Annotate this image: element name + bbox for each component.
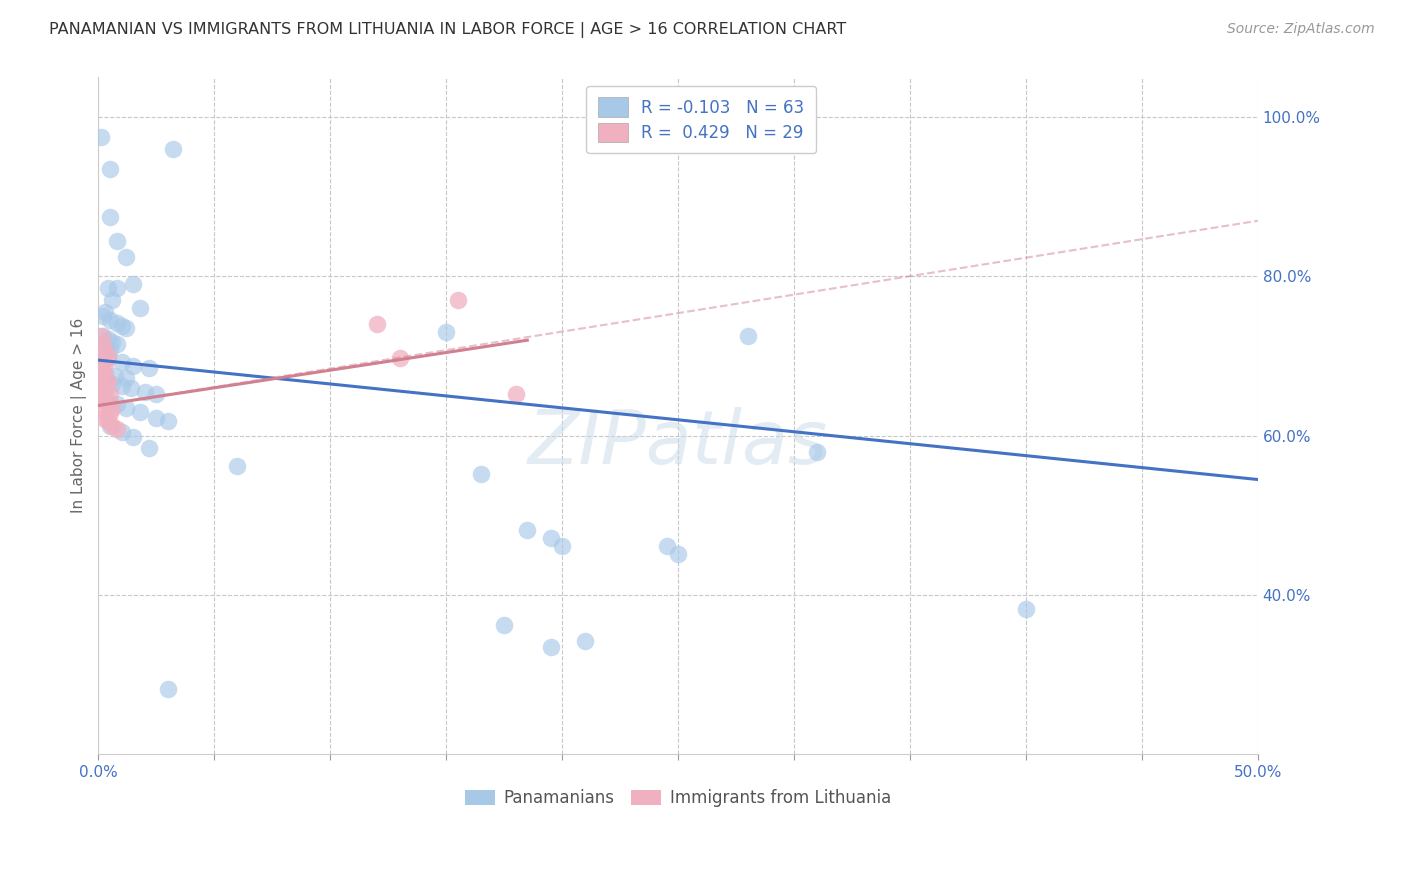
Point	[98, 343, 121, 357]
Point	[97, 349, 120, 363]
Point	[98, 313, 121, 327]
Text: ZIPatlas: ZIPatlas	[529, 407, 828, 479]
Point	[470, 467, 492, 481]
Y-axis label: In Labor Force | Age > 16: In Labor Force | Age > 16	[72, 318, 87, 514]
Point	[505, 387, 527, 401]
Point	[115, 401, 138, 415]
Point	[91, 392, 114, 407]
Point	[94, 305, 117, 319]
Point	[105, 397, 128, 411]
Point	[98, 395, 121, 409]
Point	[666, 547, 689, 561]
Point	[90, 353, 112, 368]
Point	[105, 422, 128, 436]
Point	[97, 281, 120, 295]
Point	[105, 316, 128, 330]
Point	[94, 345, 117, 359]
Point	[162, 142, 184, 156]
Legend: Panamanians, Immigrants from Lithuania: Panamanians, Immigrants from Lithuania	[458, 782, 897, 814]
Point	[447, 293, 470, 308]
Point	[574, 634, 596, 648]
Point	[105, 234, 128, 248]
Point	[737, 329, 759, 343]
Point	[91, 337, 114, 351]
Point	[145, 411, 167, 425]
Point	[98, 387, 121, 401]
Point	[122, 359, 145, 373]
Point	[540, 531, 562, 545]
Point	[90, 130, 112, 145]
Point	[115, 250, 138, 264]
Point	[101, 401, 124, 415]
Point	[105, 281, 128, 295]
Text: Source: ZipAtlas.com: Source: ZipAtlas.com	[1227, 22, 1375, 37]
Point	[226, 458, 249, 473]
Point	[101, 334, 124, 349]
Point	[110, 379, 132, 393]
Point	[91, 381, 114, 395]
Point	[110, 318, 132, 333]
Point	[94, 405, 117, 419]
Point	[91, 367, 114, 381]
Point	[110, 355, 132, 369]
Point	[138, 441, 160, 455]
Point	[94, 371, 117, 385]
Point	[145, 387, 167, 401]
Point	[516, 523, 538, 537]
Point	[97, 332, 120, 346]
Point	[97, 414, 120, 428]
Point	[91, 392, 114, 407]
Text: PANAMANIAN VS IMMIGRANTS FROM LITHUANIA IN LABOR FORCE | AGE > 16 CORRELATION CH: PANAMANIAN VS IMMIGRANTS FROM LITHUANIA …	[49, 22, 846, 38]
Point	[494, 618, 516, 632]
Point	[101, 376, 124, 391]
Point	[90, 391, 112, 405]
Point	[98, 406, 121, 420]
Point	[91, 329, 114, 343]
Point	[98, 210, 121, 224]
Point	[90, 365, 112, 379]
Point	[655, 539, 678, 553]
Point	[156, 681, 179, 696]
Point	[97, 397, 120, 411]
Point	[94, 341, 117, 355]
Point	[91, 355, 114, 369]
Point	[90, 329, 112, 343]
Point	[156, 414, 179, 428]
Point	[129, 301, 152, 316]
Point	[91, 310, 114, 324]
Point	[434, 325, 457, 339]
Point	[388, 351, 411, 365]
Point	[103, 369, 125, 384]
Point	[120, 381, 142, 395]
Point	[134, 384, 156, 399]
Point	[94, 384, 117, 399]
Point	[129, 405, 152, 419]
Point	[540, 640, 562, 654]
Point	[122, 277, 145, 292]
Point	[806, 444, 828, 458]
Point	[110, 425, 132, 439]
Point	[97, 375, 120, 389]
Point	[1015, 602, 1038, 616]
Point	[115, 321, 138, 335]
Point	[551, 539, 574, 553]
Point	[98, 161, 121, 176]
Point	[105, 337, 128, 351]
Point	[101, 293, 124, 308]
Point	[138, 361, 160, 376]
Point	[122, 430, 145, 444]
Point	[90, 379, 112, 393]
Point	[98, 419, 121, 434]
Point	[115, 371, 138, 385]
Point	[366, 318, 388, 332]
Point	[91, 411, 114, 425]
Point	[94, 359, 117, 373]
Point	[101, 419, 124, 434]
Point	[91, 349, 114, 363]
Point	[97, 351, 120, 365]
Point	[94, 367, 117, 381]
Point	[94, 375, 117, 389]
